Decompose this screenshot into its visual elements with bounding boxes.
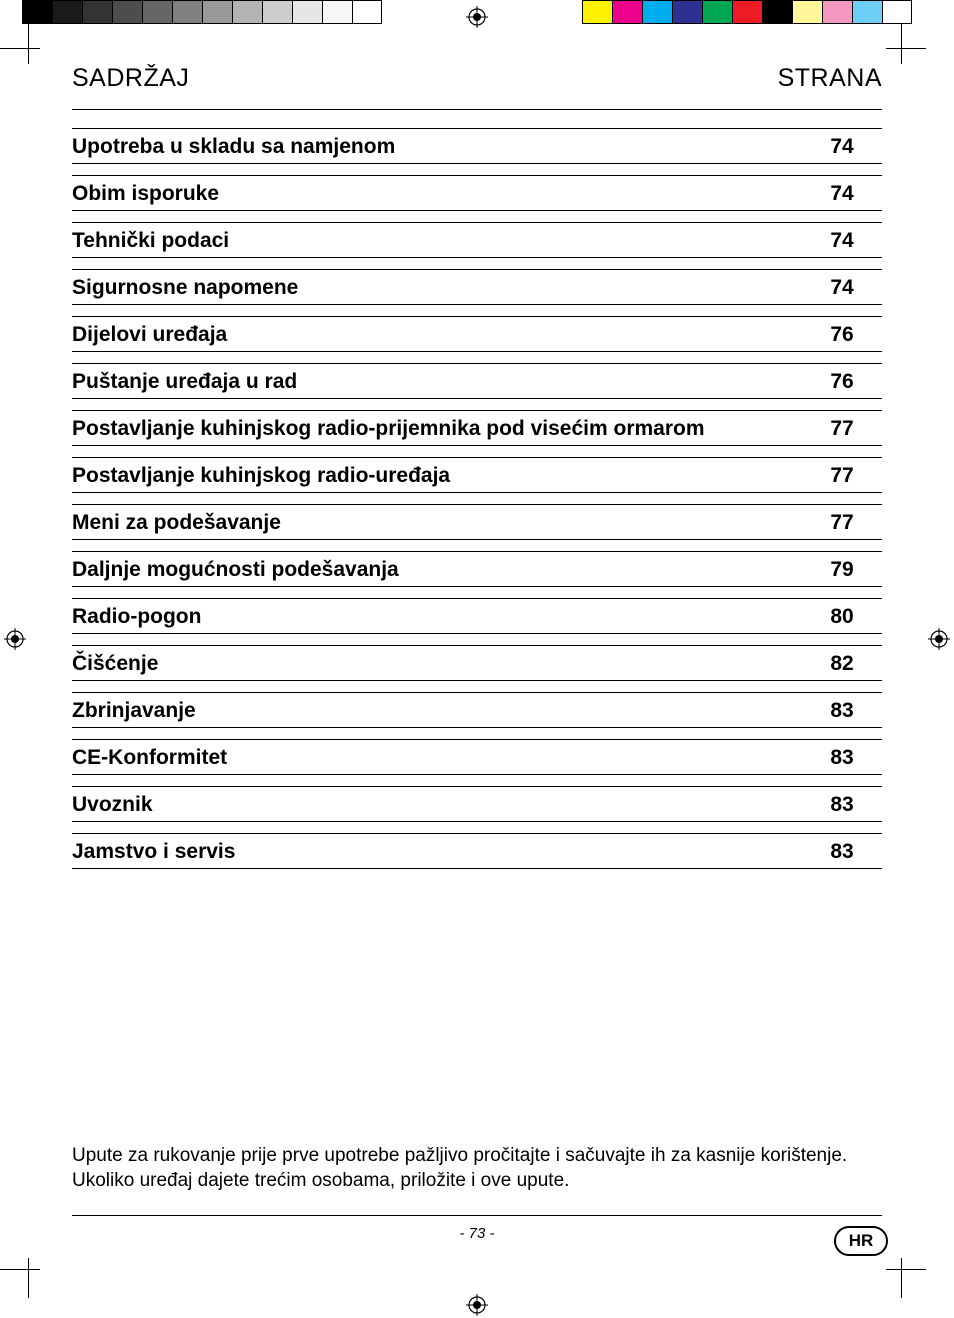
crop-mark	[886, 48, 926, 49]
crop-mark	[901, 1258, 902, 1298]
page-number: - 73 -	[72, 1225, 882, 1242]
registration-mark-right	[928, 628, 950, 650]
toc-page: 77	[802, 464, 882, 488]
color-swatch	[582, 0, 612, 24]
gray-swatch	[232, 0, 262, 24]
toc-page: 74	[802, 276, 882, 300]
toc-title: Radio-pogon	[72, 605, 802, 629]
gray-swatch	[172, 0, 202, 24]
gray-swatch	[202, 0, 232, 24]
toc-title: Čišćenje	[72, 652, 802, 676]
gray-swatch	[112, 0, 142, 24]
instruction-note: Upute za rukovanje prije prve upotrebe p…	[72, 1143, 882, 1194]
toc-row: Upotreba u skladu sa namjenom74	[72, 128, 882, 164]
toc-page: 79	[802, 558, 882, 582]
gray-swatch	[142, 0, 172, 24]
toc-title: Puštanje uređaja u rad	[72, 370, 802, 394]
toc-page: 74	[802, 135, 882, 159]
gray-swatch	[82, 0, 112, 24]
toc-row: Zbrinjavanje83	[72, 692, 882, 728]
gray-swatch	[52, 0, 82, 24]
toc-header-left: SADRŽAJ	[72, 64, 189, 93]
toc-page: 74	[802, 229, 882, 253]
toc-page: 83	[802, 699, 882, 723]
toc-row: Čišćenje82	[72, 645, 882, 681]
toc-row: Sigurnosne napomene74	[72, 269, 882, 305]
toc-page: 83	[802, 793, 882, 817]
toc-title: Tehnički podaci	[72, 229, 802, 253]
color-swatch	[852, 0, 882, 24]
color-swatch	[762, 0, 792, 24]
toc-list: Upotreba u skladu sa namjenom74Obim ispo…	[72, 109, 882, 869]
toc-page: 74	[802, 182, 882, 206]
registration-mark-left	[4, 628, 26, 650]
toc-title: Postavljanje kuhinjskog radio-uređaja	[72, 464, 802, 488]
color-swatch	[612, 0, 642, 24]
color-swatch	[672, 0, 702, 24]
toc-title: Obim isporuke	[72, 182, 802, 206]
toc-header-right: STRANA	[778, 64, 882, 93]
toc-title: Sigurnosne napomene	[72, 276, 802, 300]
crop-mark	[901, 24, 902, 64]
toc-page: 76	[802, 370, 882, 394]
crop-mark	[0, 1269, 40, 1270]
toc-row: Radio-pogon80	[72, 598, 882, 634]
toc-row: Dijelovi uređaja76	[72, 316, 882, 352]
language-badge: HR	[834, 1226, 888, 1256]
color-strip	[582, 0, 912, 24]
toc-header: SADRŽAJ STRANA	[72, 64, 882, 109]
gray-swatch	[262, 0, 292, 24]
toc-title: Zbrinjavanje	[72, 699, 802, 723]
toc-row: CE-Konformitet83	[72, 739, 882, 775]
color-swatch	[822, 0, 852, 24]
toc-row: Postavljanje kuhinjskog radio-uređaja77	[72, 457, 882, 493]
toc-title: Postavljanje kuhinjskog radio-prijemnika…	[72, 417, 802, 441]
toc-title: Uvoznik	[72, 793, 802, 817]
toc-row: Jamstvo i servis83	[72, 833, 882, 869]
color-swatch	[642, 0, 672, 24]
color-swatch	[792, 0, 822, 24]
toc-page: 80	[802, 605, 882, 629]
registration-mark-top	[466, 6, 488, 28]
gray-swatch	[322, 0, 352, 24]
crop-mark	[0, 48, 40, 49]
toc-row: Postavljanje kuhinjskog radio-prijemnika…	[72, 410, 882, 446]
page-content: SADRŽAJ STRANA Upotreba u skladu sa namj…	[72, 64, 882, 1248]
gray-swatch	[352, 0, 382, 24]
toc-page: 76	[802, 323, 882, 347]
toc-row: Obim isporuke74	[72, 175, 882, 211]
toc-page: 83	[802, 746, 882, 770]
toc-title: Upotreba u skladu sa namjenom	[72, 135, 802, 159]
toc-page: 82	[802, 652, 882, 676]
toc-title: CE-Konformitet	[72, 746, 802, 770]
color-swatch	[702, 0, 732, 24]
toc-row: Puštanje uređaja u rad76	[72, 363, 882, 399]
toc-title: Jamstvo i servis	[72, 840, 802, 864]
gray-swatch	[22, 0, 52, 24]
color-swatch	[882, 0, 912, 24]
toc-page: 77	[802, 417, 882, 441]
color-swatch	[732, 0, 762, 24]
toc-title: Meni za podešavanje	[72, 511, 802, 535]
toc-page: 77	[802, 511, 882, 535]
crop-mark	[28, 1258, 29, 1298]
crop-mark	[886, 1269, 926, 1270]
toc-title: Dijelovi uređaja	[72, 323, 802, 347]
toc-row: Tehnički podaci74	[72, 222, 882, 258]
toc-page: 83	[802, 840, 882, 864]
toc-row: Daljnje mogućnosti podešavanja79	[72, 551, 882, 587]
grayscale-strip	[22, 0, 382, 24]
crop-mark	[28, 24, 29, 64]
toc-row: Meni za podešavanje77	[72, 504, 882, 540]
footer-rule	[72, 1215, 882, 1217]
registration-mark-bottom	[466, 1294, 488, 1316]
gray-swatch	[292, 0, 322, 24]
toc-row: Uvoznik83	[72, 786, 882, 822]
toc-title: Daljnje mogućnosti podešavanja	[72, 558, 802, 582]
